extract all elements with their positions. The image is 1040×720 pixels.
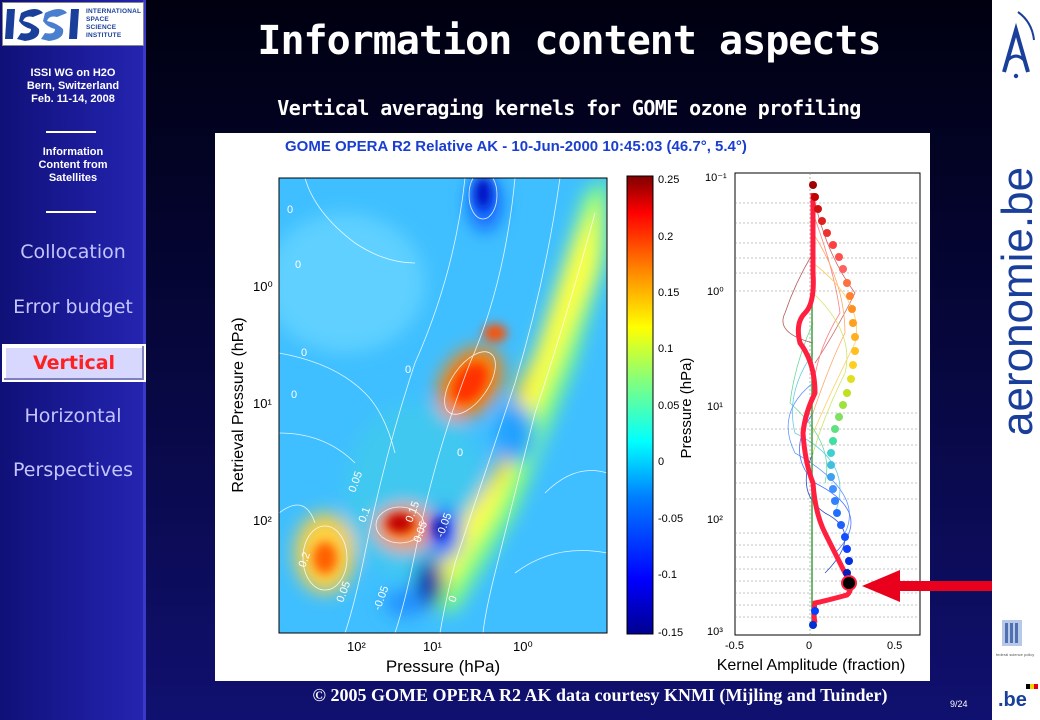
nav-item-vertical[interactable]: Vertical <box>2 344 146 382</box>
colorbar-tick: 0.05 <box>658 400 679 412</box>
left-ytick: 10¹ <box>253 396 272 411</box>
highlighted-kernel-curve <box>795 193 853 624</box>
nav-item-horizontal[interactable]: Horizontal <box>24 405 122 427</box>
contour-label: 0 <box>287 204 293 216</box>
contour-label: 0.1 <box>357 506 374 524</box>
colorbar <box>626 175 654 635</box>
slide-subtitle: Vertical averaging kernels for GOME ozon… <box>277 96 861 120</box>
meeting-line-1: ISSI WG on H2O <box>30 67 116 79</box>
left-xtick: 10⁰ <box>513 639 533 654</box>
branding-canvas: aeronomie.be federal science policy .be <box>993 11 1040 711</box>
aeronomie-triangle-icon <box>1002 11 1035 79</box>
left-xtick: 10² <box>347 639 366 654</box>
left-panel-frame <box>278 177 608 634</box>
federal-science-policy-logo <box>1002 620 1022 646</box>
left-xlabel: Pressure (hPa) <box>386 657 500 676</box>
contour-label: 0 <box>447 594 460 604</box>
nav-item-collocation[interactable]: Collocation <box>20 241 126 263</box>
contour-label: 0.2 <box>297 551 314 569</box>
averaging-kernel-figure: GOME OPERA R2 Relative AK - 10-Jun-2000 … <box>215 133 930 681</box>
right-xtick: 0 <box>806 640 812 652</box>
topic-info: Information Content from Satellites <box>0 146 146 185</box>
right-xtick: 0.5 <box>887 640 902 652</box>
colorbar-tick: -0.05 <box>658 513 683 525</box>
be-logo-text: .be <box>998 689 1027 711</box>
topic-line-2: Content from <box>38 159 108 171</box>
figure-header: GOME OPERA R2 Relative AK - 10-Jun-2000 … <box>285 138 747 155</box>
left-ylabel: Retrieval Pressure (hPa) <box>230 317 247 492</box>
colorbar-tick: 0.2 <box>658 231 673 243</box>
topic-line-1: Information <box>42 146 104 158</box>
contour-label: 0 <box>291 389 297 401</box>
right-xlabel: Kernel Amplitude (fraction) <box>717 657 906 674</box>
right-ytick: 10⁻¹ <box>705 172 727 184</box>
separator-top <box>46 131 96 133</box>
colorbar-tick: 0.15 <box>658 287 679 299</box>
slide-title: Information content aspects <box>257 18 881 64</box>
colorbar-tick: 0 <box>658 456 664 468</box>
colorbar-tick: -0.1 <box>658 569 677 581</box>
contour-label: 0 <box>405 364 411 376</box>
figure-canvas: GOME OPERA R2 Relative AK - 10-Jun-2000 … <box>230 138 921 676</box>
contour-label: 0 <box>295 259 301 271</box>
meeting-line-2: Bern, Switzerland <box>26 80 120 92</box>
colorbar-tick: 0.25 <box>658 174 679 186</box>
topic-line-3: Satellites <box>48 172 98 184</box>
branding-bar: aeronomie.be federal science policy .be <box>992 0 1040 720</box>
right-ytick: 10⁰ <box>707 286 724 298</box>
issi-logo-text: INTERNATIONAL SPACE SCIENCE INSTITUTE <box>86 8 142 39</box>
right-panel-frame <box>734 172 921 636</box>
nav-item-error-budget[interactable]: Error budget <box>13 296 133 318</box>
right-ytick: 10² <box>707 514 723 526</box>
federal-logo-text: federal science policy <box>996 652 1034 657</box>
kernel-peak-dots <box>809 181 859 629</box>
contour-label: 0 <box>457 447 463 459</box>
meeting-info: ISSI WG on H2O Bern, Switzerland Feb. 11… <box>0 67 146 106</box>
colorbar-tick: 0.1 <box>658 343 673 355</box>
nav-item-perspectives[interactable]: Perspectives <box>13 459 133 481</box>
separator-bottom <box>46 211 96 213</box>
right-ytick: 10¹ <box>707 401 723 413</box>
red-arrow-icon <box>862 570 1006 602</box>
sidebar: INTERNATIONAL SPACE SCIENCE INSTITUTE IS… <box>0 0 146 720</box>
aeronomie-logo-text: aeronomie.be <box>993 167 1040 436</box>
contour-label: 0 <box>301 347 307 359</box>
left-xtick: 10¹ <box>423 639 442 654</box>
right-ytick: 10³ <box>707 626 723 638</box>
page-number: 9/24 <box>950 699 968 709</box>
slide-credit: © 2005 GOME OPERA R2 AK data courtesy KN… <box>312 685 888 705</box>
contour-heatmap: 0 0 0 0 0 0 0.05 0.1 0.15 -0.05 0.05 0 0… <box>279 178 607 633</box>
meeting-line-3: Feb. 11-14, 2008 <box>31 93 115 105</box>
right-ylabel: Pressure (hPa) <box>678 358 695 459</box>
issi-logo: INTERNATIONAL SPACE SCIENCE INSTITUTE <box>2 2 144 46</box>
colorbar-tick: -0.15 <box>658 627 683 639</box>
issi-logo-mark-icon <box>5 9 79 41</box>
right-xtick: -0.5 <box>725 640 744 652</box>
left-ytick: 10² <box>253 513 272 528</box>
left-ytick: 10⁰ <box>253 279 273 294</box>
